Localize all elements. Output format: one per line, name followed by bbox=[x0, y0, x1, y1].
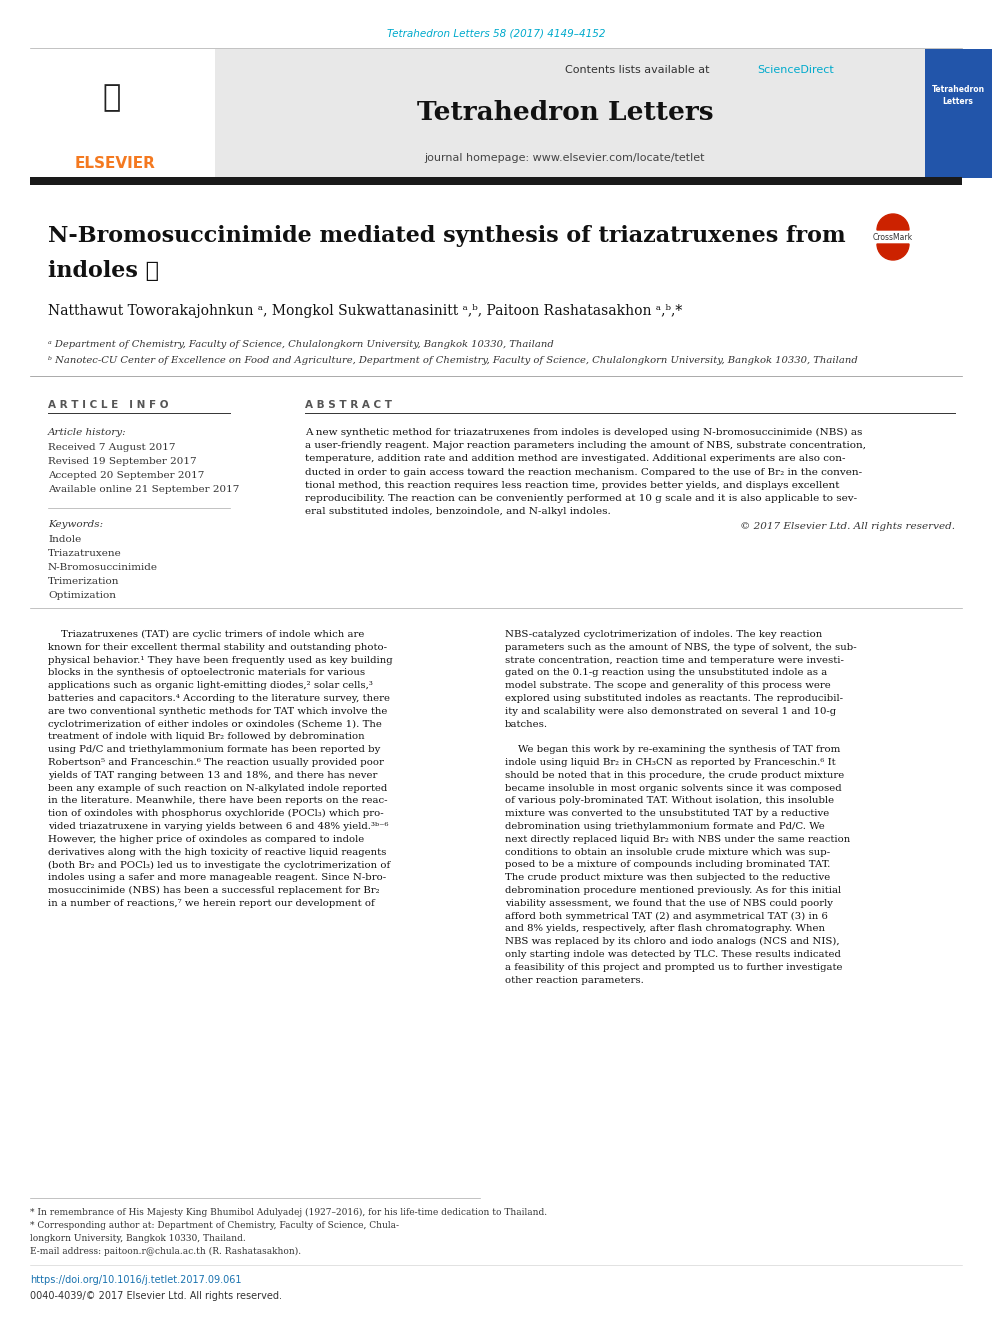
Text: tional method, this reaction requires less reaction time, provides better yields: tional method, this reaction requires le… bbox=[305, 480, 839, 490]
Text: mixture was converted to the unsubstituted TAT by a reductive: mixture was converted to the unsubstitut… bbox=[505, 810, 829, 818]
Text: strate concentration, reaction time and temperature were investi-: strate concentration, reaction time and … bbox=[505, 656, 844, 664]
Text: eral substituted indoles, benzoindole, and N-alkyl indoles.: eral substituted indoles, benzoindole, a… bbox=[305, 507, 611, 516]
Text: Keywords:: Keywords: bbox=[48, 520, 103, 529]
Text: 🌲: 🌲 bbox=[103, 83, 121, 112]
Text: temperature, addition rate and addition method are investigated. Additional expe: temperature, addition rate and addition … bbox=[305, 454, 845, 463]
Text: 0040-4039/© 2017 Elsevier Ltd. All rights reserved.: 0040-4039/© 2017 Elsevier Ltd. All right… bbox=[30, 1291, 282, 1301]
Text: ity and scalability were also demonstrated on several 1 and 10-g: ity and scalability were also demonstrat… bbox=[505, 706, 836, 716]
Text: The crude product mixture was then subjected to the reductive: The crude product mixture was then subje… bbox=[505, 873, 830, 882]
Text: ᵃ Department of Chemistry, Faculty of Science, Chulalongkorn University, Bangkok: ᵃ Department of Chemistry, Faculty of Sc… bbox=[48, 340, 554, 349]
Text: Contents lists available at: Contents lists available at bbox=[565, 65, 713, 75]
Text: in the literature. Meanwhile, there have been reports on the reac-: in the literature. Meanwhile, there have… bbox=[48, 796, 388, 806]
Text: Tetrahedron Letters: Tetrahedron Letters bbox=[417, 101, 713, 126]
Text: mosuccinimide (NBS) has been a successful replacement for Br₂: mosuccinimide (NBS) has been a successfu… bbox=[48, 886, 380, 896]
Text: next directly replaced liquid Br₂ with NBS under the same reaction: next directly replaced liquid Br₂ with N… bbox=[505, 835, 850, 844]
Text: ELSEVIER: ELSEVIER bbox=[75, 156, 156, 171]
Text: We began this work by re-examining the synthesis of TAT from: We began this work by re-examining the s… bbox=[505, 745, 840, 754]
FancyBboxPatch shape bbox=[925, 49, 992, 179]
Text: N-Bromosuccinimide mediated synthesis of triazatruxenes from: N-Bromosuccinimide mediated synthesis of… bbox=[48, 225, 845, 247]
Text: Optimization: Optimization bbox=[48, 591, 116, 601]
Text: are two conventional synthetic methods for TAT which involve the: are two conventional synthetic methods f… bbox=[48, 706, 387, 716]
Text: yields of TAT ranging between 13 and 18%, and there has never: yields of TAT ranging between 13 and 18%… bbox=[48, 771, 377, 779]
Text: a user-friendly reagent. Major reaction parameters including the amount of NBS, : a user-friendly reagent. Major reaction … bbox=[305, 441, 866, 450]
Text: indole using liquid Br₂ in CH₃CN as reported by Franceschin.⁶ It: indole using liquid Br₂ in CH₃CN as repo… bbox=[505, 758, 835, 767]
Text: conditions to obtain an insoluble crude mixture which was sup-: conditions to obtain an insoluble crude … bbox=[505, 848, 830, 856]
Text: Article history:: Article history: bbox=[48, 429, 127, 437]
Text: debromination procedure mentioned previously. As for this initial: debromination procedure mentioned previo… bbox=[505, 886, 841, 894]
Text: * Corresponding author at: Department of Chemistry, Faculty of Science, Chula-: * Corresponding author at: Department of… bbox=[30, 1221, 399, 1230]
Text: https://doi.org/10.1016/j.tetlet.2017.09.061: https://doi.org/10.1016/j.tetlet.2017.09… bbox=[30, 1275, 241, 1285]
Wedge shape bbox=[877, 243, 909, 261]
Text: applications such as organic light-emitting diodes,² solar cells,³: applications such as organic light-emitt… bbox=[48, 681, 373, 691]
Text: ScienceDirect: ScienceDirect bbox=[757, 65, 833, 75]
Text: Trimerization: Trimerization bbox=[48, 577, 119, 586]
Text: Tetrahedron Letters 58 (2017) 4149–4152: Tetrahedron Letters 58 (2017) 4149–4152 bbox=[387, 28, 605, 38]
Text: gated on the 0.1-g reaction using the unsubstituted indole as a: gated on the 0.1-g reaction using the un… bbox=[505, 668, 827, 677]
Text: NBS was replaced by its chloro and iodo analogs (NCS and NIS),: NBS was replaced by its chloro and iodo … bbox=[505, 937, 839, 946]
Text: Revised 19 September 2017: Revised 19 September 2017 bbox=[48, 456, 196, 466]
Text: blocks in the synthesis of optoelectronic materials for various: blocks in the synthesis of optoelectroni… bbox=[48, 668, 365, 677]
Text: N-Bromosuccinimide: N-Bromosuccinimide bbox=[48, 564, 158, 572]
Text: explored using substituted indoles as reactants. The reproducibil-: explored using substituted indoles as re… bbox=[505, 695, 843, 703]
Text: reproducibility. The reaction can be conveniently performed at 10 g scale and it: reproducibility. The reaction can be con… bbox=[305, 493, 857, 503]
Text: However, the higher price of oxindoles as compared to indole: However, the higher price of oxindoles a… bbox=[48, 835, 364, 844]
Text: model substrate. The scope and generality of this process were: model substrate. The scope and generalit… bbox=[505, 681, 830, 691]
Text: in a number of reactions,⁷ we herein report our development of: in a number of reactions,⁷ we herein rep… bbox=[48, 898, 375, 908]
Text: posed to be a mixture of compounds including brominated TAT.: posed to be a mixture of compounds inclu… bbox=[505, 860, 830, 869]
Text: vided triazatruxene in varying yields between 6 and 48% yield.³ᵇ⁻⁶: vided triazatruxene in varying yields be… bbox=[48, 822, 389, 831]
Text: batches.: batches. bbox=[505, 720, 549, 729]
Text: a feasibility of this project and prompted us to further investigate: a feasibility of this project and prompt… bbox=[505, 963, 842, 972]
Text: Available online 21 September 2017: Available online 21 September 2017 bbox=[48, 486, 239, 493]
Text: ducted in order to gain access toward the reaction mechanism. Compared to the us: ducted in order to gain access toward th… bbox=[305, 467, 862, 476]
Text: physical behavior.¹ They have been frequently used as key building: physical behavior.¹ They have been frequ… bbox=[48, 656, 393, 664]
Text: been any example of such reaction on N-alkylated indole reported: been any example of such reaction on N-a… bbox=[48, 783, 387, 792]
Text: of various poly-brominated TAT. Without isolation, this insoluble: of various poly-brominated TAT. Without … bbox=[505, 796, 834, 806]
Text: (both Br₂ and POCl₃) led us to investigate the cyclotrimerization of: (both Br₂ and POCl₃) led us to investiga… bbox=[48, 860, 390, 869]
Text: NBS-catalyzed cyclotrimerization of indoles. The key reaction: NBS-catalyzed cyclotrimerization of indo… bbox=[505, 630, 822, 639]
Text: Robertson⁵ and Franceschin.⁶ The reaction usually provided poor: Robertson⁵ and Franceschin.⁶ The reactio… bbox=[48, 758, 384, 767]
Text: became insoluble in most organic solvents since it was composed: became insoluble in most organic solvent… bbox=[505, 783, 841, 792]
Text: debromination using triethylammonium formate and Pd/C. We: debromination using triethylammonium for… bbox=[505, 822, 824, 831]
Wedge shape bbox=[877, 214, 909, 230]
Text: CrossMark: CrossMark bbox=[873, 233, 913, 242]
Text: afford both symmetrical TAT (2) and asymmetrical TAT (3) in 6: afford both symmetrical TAT (2) and asym… bbox=[505, 912, 828, 921]
Text: viability assessment, we found that the use of NBS could poorly: viability assessment, we found that the … bbox=[505, 898, 833, 908]
Text: * In remembrance of His Majesty King Bhumibol Adulyadej (1927–2016), for his lif: * In remembrance of His Majesty King Bhu… bbox=[30, 1208, 548, 1217]
Text: using Pd/C and triethylammonium formate has been reported by: using Pd/C and triethylammonium formate … bbox=[48, 745, 380, 754]
Text: longkorn University, Bangkok 10330, Thailand.: longkorn University, Bangkok 10330, Thai… bbox=[30, 1234, 246, 1244]
Text: other reaction parameters.: other reaction parameters. bbox=[505, 975, 644, 984]
Text: tion of oxindoles with phosphorus oxychloride (POCl₃) which pro-: tion of oxindoles with phosphorus oxychl… bbox=[48, 810, 384, 819]
Text: Indole: Indole bbox=[48, 534, 81, 544]
Text: should be noted that in this procedure, the crude product mixture: should be noted that in this procedure, … bbox=[505, 771, 844, 779]
Text: journal homepage: www.elsevier.com/locate/tetlet: journal homepage: www.elsevier.com/locat… bbox=[425, 153, 705, 163]
Text: and 8% yields, respectively, after flash chromatography. When: and 8% yields, respectively, after flash… bbox=[505, 925, 825, 934]
Text: Triazatruxene: Triazatruxene bbox=[48, 549, 122, 558]
Text: Tetrahedron: Tetrahedron bbox=[931, 86, 985, 94]
Text: treatment of indole with liquid Br₂ followed by debromination: treatment of indole with liquid Br₂ foll… bbox=[48, 733, 365, 741]
Text: derivatives along with the high toxicity of reactive liquid reagents: derivatives along with the high toxicity… bbox=[48, 848, 386, 856]
Text: E-mail address: paitoon.r@chula.ac.th (R. Rashatasakhon).: E-mail address: paitoon.r@chula.ac.th (R… bbox=[30, 1248, 302, 1256]
Text: indoles using a safer and more manageable reagent. Since N-bro-: indoles using a safer and more manageabl… bbox=[48, 873, 386, 882]
Text: Received 7 August 2017: Received 7 August 2017 bbox=[48, 443, 176, 452]
Text: © 2017 Elsevier Ltd. All rights reserved.: © 2017 Elsevier Ltd. All rights reserved… bbox=[740, 523, 955, 531]
Text: cyclotrimerization of either indoles or oxindoles (Scheme 1). The: cyclotrimerization of either indoles or … bbox=[48, 720, 382, 729]
FancyBboxPatch shape bbox=[30, 49, 215, 179]
Text: Accepted 20 September 2017: Accepted 20 September 2017 bbox=[48, 471, 204, 480]
Text: A B S T R A C T: A B S T R A C T bbox=[305, 400, 392, 410]
FancyBboxPatch shape bbox=[215, 49, 925, 179]
Text: Natthawut Toworakajohnkun ᵃ, Mongkol Sukwattanasinitt ᵃ,ᵇ, Paitoon Rashatasakhon: Natthawut Toworakajohnkun ᵃ, Mongkol Suk… bbox=[48, 304, 682, 318]
FancyBboxPatch shape bbox=[30, 177, 962, 185]
Text: only starting indole was detected by TLC. These results indicated: only starting indole was detected by TLC… bbox=[505, 950, 841, 959]
Text: indoles ☆: indoles ☆ bbox=[48, 261, 159, 282]
Text: A R T I C L E   I N F O: A R T I C L E I N F O bbox=[48, 400, 169, 410]
Text: batteries and capacitors.⁴ According to the literature survey, there: batteries and capacitors.⁴ According to … bbox=[48, 695, 390, 703]
Text: Triazatruxenes (TAT) are cyclic trimers of indole which are: Triazatruxenes (TAT) are cyclic trimers … bbox=[48, 630, 364, 639]
Text: parameters such as the amount of NBS, the type of solvent, the sub-: parameters such as the amount of NBS, th… bbox=[505, 643, 857, 652]
Text: A new synthetic method for triazatruxenes from indoles is developed using N-brom: A new synthetic method for triazatruxene… bbox=[305, 429, 862, 437]
Text: Letters: Letters bbox=[942, 98, 973, 106]
Text: known for their excellent thermal stability and outstanding photo-: known for their excellent thermal stabil… bbox=[48, 643, 387, 652]
Text: ᵇ Nanotec-CU Center of Excellence on Food and Agriculture, Department of Chemist: ᵇ Nanotec-CU Center of Excellence on Foo… bbox=[48, 356, 858, 365]
